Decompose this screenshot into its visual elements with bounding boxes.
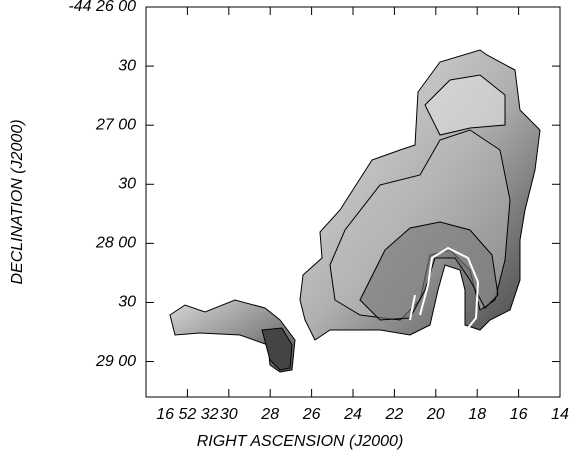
emission-map — [169, 49, 541, 373]
y-axis-label: DECLINATION (J2000) — [9, 119, 26, 284]
y-tick-label: 30 — [118, 57, 136, 74]
y-tick-label: 28 00 — [95, 235, 136, 252]
x-tick-label: 18 — [468, 406, 486, 423]
x-tick-label: 24 — [343, 406, 362, 423]
x-tick-label: 28 — [260, 406, 279, 423]
y-tick-label: 29 00 — [95, 353, 136, 370]
x-axis-label: RIGHT ASCENSION (J2000) — [197, 433, 404, 450]
y-tick-label: 30 — [118, 294, 136, 311]
x-tick-label: 16 — [510, 406, 528, 423]
x-tick-label: 26 — [302, 406, 321, 423]
x-tick-label: 14 — [551, 406, 569, 423]
y-tick-label: 30 — [118, 175, 136, 192]
x-tick-label: 22 — [385, 406, 404, 423]
x-tick-label: 20 — [426, 406, 445, 423]
y-tick-label: 27 00 — [95, 116, 136, 133]
x-tick-label: 16 52 32 — [156, 406, 218, 423]
x-tick-label: 30 — [220, 406, 238, 423]
y-tick-label: -44 26 00 — [68, 0, 136, 15]
